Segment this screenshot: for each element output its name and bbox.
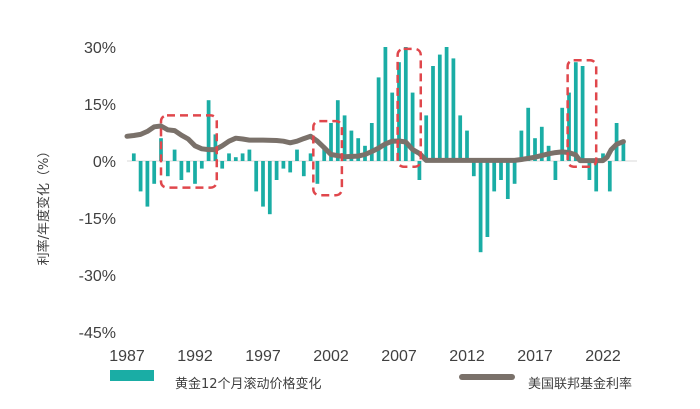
legend-swatch-gold	[110, 370, 154, 381]
gold-bar	[172, 149, 177, 161]
gold-bar	[356, 138, 361, 161]
x-tick-label: 1992	[177, 348, 213, 365]
gold-bar	[560, 107, 565, 161]
gold-bar	[329, 123, 333, 161]
gold-bar	[274, 161, 279, 180]
gold-bar	[492, 161, 497, 192]
y-axis-ticks: 30% 15% 0% -15% -30% -45%	[79, 40, 116, 342]
gold-bar	[601, 153, 605, 161]
gold-bar	[621, 142, 626, 161]
gold-bar	[458, 115, 463, 161]
x-axis-ticks: 1987 1992 1997 2002 2007 2012 2017 2022	[109, 348, 621, 365]
y-tick-label: 30%	[84, 40, 116, 57]
gold-bar	[233, 157, 238, 161]
gold-bar	[383, 47, 388, 161]
x-tick-label: 2017	[517, 348, 553, 365]
gold-bar	[512, 161, 517, 184]
gold-bar	[519, 130, 524, 161]
y-tick-label: -45%	[79, 325, 116, 342]
gold-bar	[369, 123, 374, 161]
gold-bar	[254, 161, 259, 192]
gold-bar	[315, 161, 320, 184]
gold-bar	[281, 161, 286, 169]
gold-bar	[186, 161, 191, 173]
gold-bar	[444, 47, 449, 161]
gold-bar	[165, 161, 170, 177]
gold-bar	[376, 77, 381, 161]
gold-bar	[288, 161, 293, 173]
gold-bar	[607, 161, 612, 192]
gold-bar	[478, 161, 483, 253]
y-tick-label: 0%	[93, 154, 116, 171]
gold-bar	[431, 66, 435, 161]
gold-bar	[594, 161, 599, 192]
y-tick-label: -30%	[79, 268, 116, 285]
gold-bar	[261, 161, 265, 207]
gold-bar	[567, 92, 571, 161]
gold-bar	[227, 153, 231, 161]
x-tick-label: 1997	[245, 348, 281, 365]
gold-bar	[417, 161, 422, 180]
x-tick-label: 2012	[449, 348, 485, 365]
gold-bar	[587, 161, 592, 180]
gold-bar	[295, 149, 299, 161]
gold-bar	[179, 161, 184, 180]
gold-bar	[505, 161, 510, 199]
highlight-boxes	[159, 47, 598, 197]
gold-bar	[308, 153, 313, 161]
gold-bar	[553, 161, 558, 180]
gold-bar	[390, 92, 395, 161]
gold-bar	[451, 58, 456, 161]
gold-bar	[206, 100, 211, 161]
gold-bar	[349, 130, 354, 161]
legend-label-fed-rate: 美国联邦基金利率	[528, 376, 632, 392]
gold-bar	[131, 153, 136, 161]
gold-bar	[193, 161, 197, 184]
gold-bar	[220, 161, 225, 169]
gold-bar	[424, 115, 429, 161]
x-tick-label: 2002	[313, 348, 349, 365]
gold-bar	[526, 107, 531, 161]
gold-bar	[159, 138, 163, 161]
gold-bar	[247, 149, 252, 161]
x-tick-label: 2022	[585, 348, 621, 365]
gold-bar	[342, 115, 347, 161]
highlight-box	[159, 114, 219, 189]
gold-bar	[145, 161, 150, 207]
x-tick-label: 1987	[109, 348, 145, 365]
gold-bar	[533, 138, 537, 161]
gold-bar	[410, 92, 415, 161]
legend: 黄金12个月滚动价格变化 美国联邦基金利率	[110, 370, 632, 392]
y-tick-label: -15%	[79, 211, 116, 228]
gold-bar	[335, 100, 340, 161]
gold-bar	[138, 161, 143, 192]
y-axis-label: 利率/年度变化（%）	[36, 145, 52, 266]
x-tick-label: 2007	[381, 348, 417, 365]
y-tick-label: 15%	[84, 97, 116, 114]
gold-bar	[240, 153, 245, 161]
gold-bar	[471, 161, 476, 177]
gold-bar	[573, 62, 578, 162]
highlight-box	[312, 119, 344, 197]
gold-bar	[465, 130, 469, 161]
highlight-box	[566, 59, 598, 168]
gold-bar	[499, 161, 503, 180]
gold-bar	[152, 161, 157, 184]
gold-bar	[322, 145, 327, 161]
highlight-box	[396, 47, 423, 168]
gold-bar	[301, 161, 306, 177]
gold-bar	[437, 54, 442, 161]
gold-bar	[539, 126, 544, 161]
fed-rate-line-layer	[124, 123, 626, 164]
gold-bar	[267, 161, 272, 215]
gold-bar	[397, 62, 401, 162]
legend-label-gold: 黄金12个月滚动价格变化	[175, 376, 322, 392]
fed-rate-line	[124, 123, 626, 164]
gold-bar	[403, 47, 408, 161]
gold-bar	[485, 161, 490, 237]
gold-bar	[580, 66, 585, 161]
gold-bar	[199, 161, 204, 169]
